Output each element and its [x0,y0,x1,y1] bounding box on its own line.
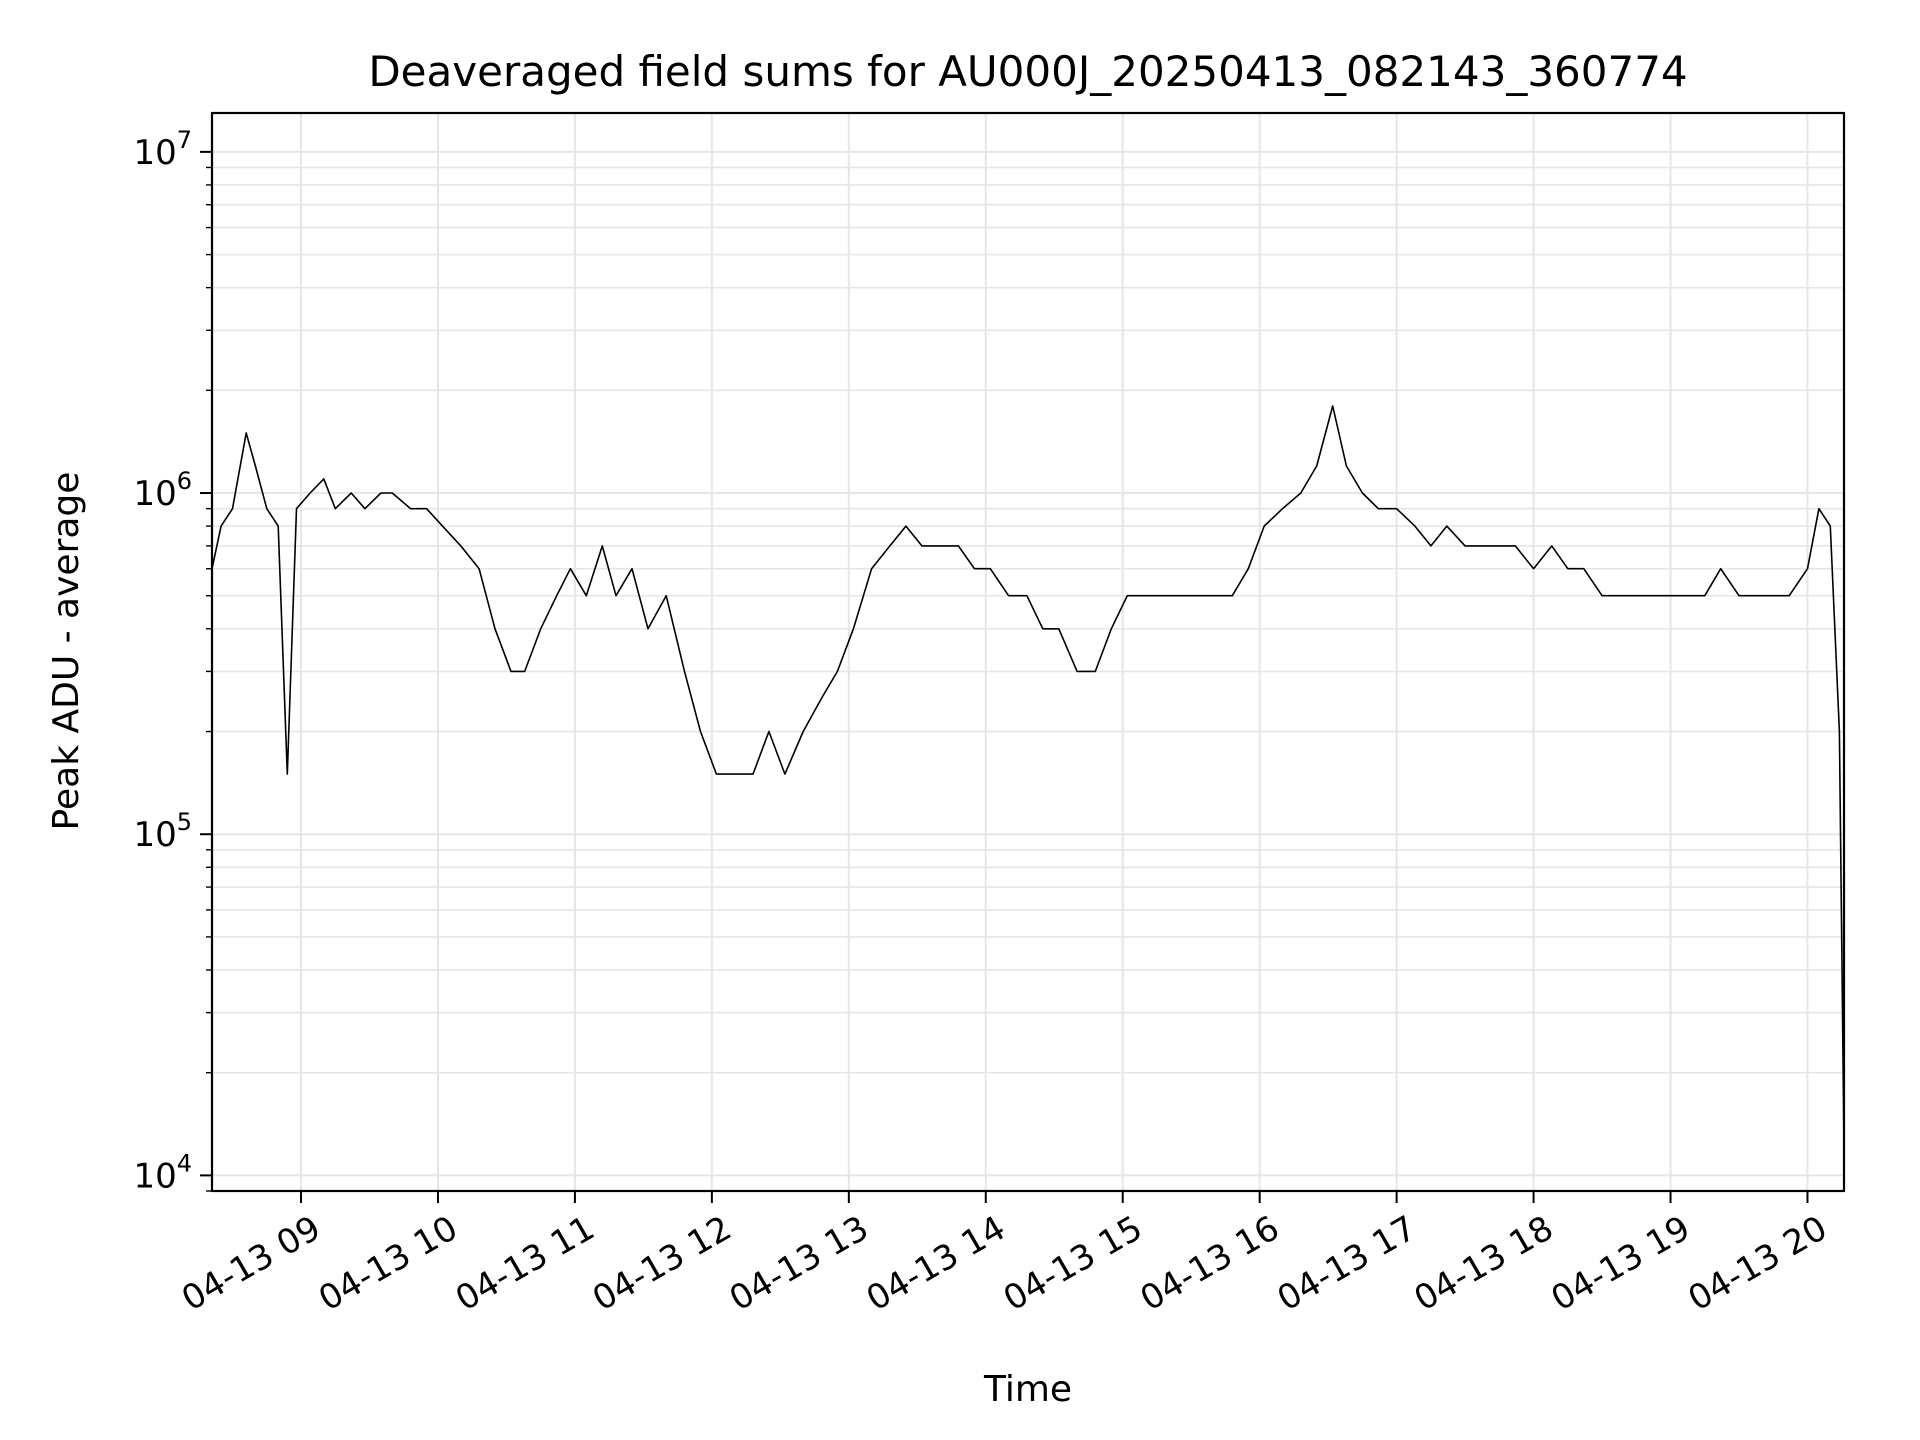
x-tick-label: 04-13 10 [312,1208,464,1319]
x-tick-label: 04-13 15 [997,1208,1149,1319]
x-tick-label: 04-13 17 [1271,1208,1423,1319]
y-tick-label: 107 [133,126,192,173]
y-axis-ticks: 104 105 106 107 [133,126,212,1196]
x-tick-label: 04-13 16 [1134,1208,1286,1319]
chart-title: Deaveraged field sums for AU000J_2025041… [368,47,1687,96]
plot-frame [210,111,1846,1193]
series-line [211,405,1845,1149]
x-axis-label: Time [983,1369,1072,1410]
y-tick-label: 105 [133,808,192,855]
x-tick-label: 04-13 12 [586,1208,738,1319]
x-tick-label: 04-13 13 [723,1208,875,1319]
y-axis-label: Peak ADU - average [46,472,87,831]
x-tick-label: 04-13 20 [1682,1208,1834,1319]
x-tick-label: 04-13 09 [175,1208,327,1319]
x-tick-label: 04-13 18 [1408,1208,1560,1319]
x-tick-label: 04-13 14 [860,1208,1012,1319]
y-tick-label: 106 [133,467,192,514]
grid-lines [212,113,1844,1192]
y-tick-label: 104 [133,1149,192,1196]
x-tick-label: 04-13 11 [449,1208,601,1319]
x-tick-label: 04-13 19 [1545,1208,1697,1319]
data-line-layer [211,405,1845,1149]
